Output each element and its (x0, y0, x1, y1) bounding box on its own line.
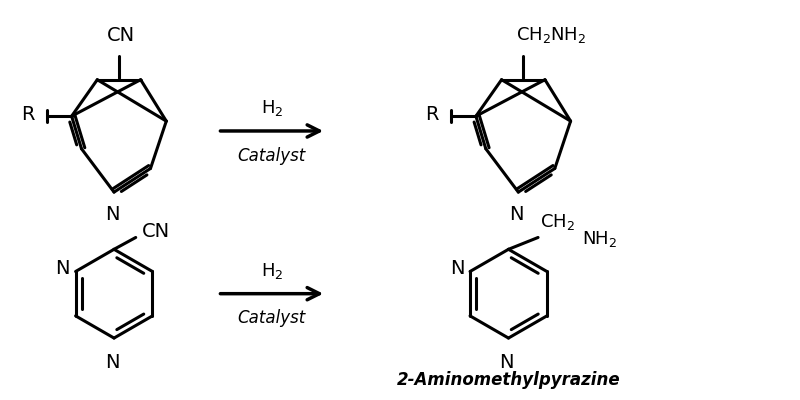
Text: CN: CN (142, 222, 170, 241)
Text: N: N (105, 205, 119, 224)
Text: N: N (450, 259, 465, 278)
Text: CH$_2$NH$_2$: CH$_2$NH$_2$ (516, 25, 586, 45)
Text: Catalyst: Catalyst (238, 147, 306, 165)
Text: N: N (499, 353, 514, 372)
Text: Catalyst: Catalyst (238, 309, 306, 327)
Text: NH$_2$: NH$_2$ (582, 230, 618, 250)
Text: N: N (55, 259, 70, 278)
Text: CN: CN (107, 26, 135, 45)
Text: H$_2$: H$_2$ (261, 261, 283, 281)
Text: R: R (425, 105, 438, 124)
Text: N: N (105, 353, 119, 372)
Text: H$_2$: H$_2$ (261, 98, 283, 118)
Text: R: R (21, 105, 34, 124)
Text: CH$_2$: CH$_2$ (540, 212, 575, 232)
Text: N: N (509, 205, 524, 224)
Text: 2-Aminomethylpyrazine: 2-Aminomethylpyrazine (397, 372, 620, 390)
